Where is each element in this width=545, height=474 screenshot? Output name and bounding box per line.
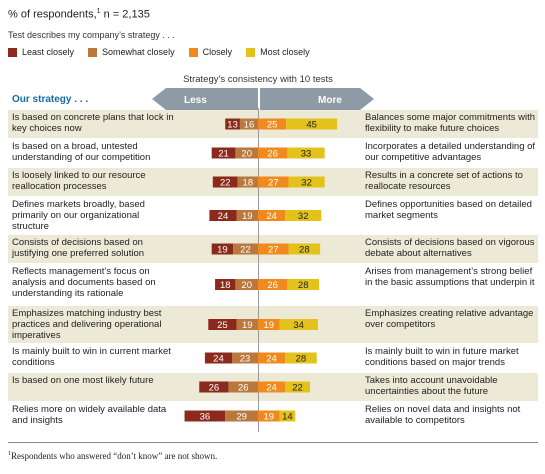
right-statement: Takes into account unavoidable uncertain… [365, 375, 498, 397]
right-statement: Results in a concrete set of actions to … [365, 170, 523, 192]
legend-label-least: Least closely [22, 47, 75, 57]
table-row: Is based on concrete plans that lock in … [8, 110, 538, 138]
legend-swatch-most [246, 47, 256, 57]
left-statement: Relies more on widely available data and… [12, 404, 167, 426]
right-statement: Consists of decisions based on vigorous … [365, 237, 535, 259]
strategy-label: Our strategy . . . [12, 94, 89, 105]
left-statement: Emphasizes matching industry best practi… [12, 308, 162, 341]
right-statement: Relies on novel data and insights not av… [365, 404, 521, 426]
left-statement: Defines markets broadly, based primarily… [12, 199, 145, 232]
respondents-sup: 1 [96, 8, 101, 15]
left-statement: Is based on one most likely future [12, 375, 154, 386]
right-statement: Is mainly built to win in future market … [365, 346, 519, 368]
legend-label-somewhat: Somewhat closely [102, 47, 175, 57]
legend-label-most: Most closely [260, 47, 310, 57]
right-statement: Incorporates a detailed understanding of… [365, 141, 536, 163]
table-row: Reflects management’s focus on analysis … [8, 264, 538, 305]
right-statement: Defines opportunities based on detailed … [365, 199, 532, 221]
left-statement: Is mainly built to win in current market… [12, 346, 171, 368]
legend-swatch-closely [188, 47, 198, 57]
footnote-sup: 1 [8, 451, 11, 457]
left-statement: Reflects management’s focus on analysis … [12, 266, 156, 299]
left-statement: Is based on concrete plans that lock in … [12, 112, 174, 134]
legend-item-most: Most closely [246, 47, 310, 57]
right-statement: Arises from management’s strong belief i… [365, 266, 535, 288]
center-divider [258, 108, 259, 432]
more-arrow [260, 88, 374, 110]
right-statement: Emphasizes creating relative advantage o… [365, 308, 534, 330]
consistency-title: Strategy’s consistency with 10 tests [183, 74, 333, 85]
footnote-divider [8, 442, 538, 443]
legend-swatch-least [8, 47, 17, 57]
left-statement: Is based on a broad, untested understand… [12, 141, 151, 163]
table-row: Emphasizes matching industry best practi… [8, 306, 538, 343]
legend-item-least: Least closely [8, 47, 74, 57]
footnote: 1Respondents who answered “don’t know” a… [8, 451, 217, 461]
legend-item-closely: Closely [188, 47, 233, 57]
legend-label-closely: Closely [202, 47, 233, 57]
less-arrow [152, 88, 258, 110]
table-row: Is mainly built to win in current market… [8, 344, 538, 372]
less-more-arrow: Less More [152, 88, 374, 110]
table-row: Relies more on widely available data and… [8, 402, 538, 430]
left-statement: Is loosely linked to our resource reallo… [12, 170, 146, 192]
test-caption: Test describes my company’s strategy . .… [8, 30, 175, 40]
table-row: Is based on one most likely future Takes … [8, 373, 538, 401]
respondents-suffix: n = 2,135 [100, 8, 150, 21]
footnote-text: Respondents who answered “don’t know” ar… [11, 451, 218, 461]
right-statement: Balances some major commitments with fle… [365, 112, 535, 134]
table-row: Consists of decisions based on justifyin… [8, 235, 538, 263]
table-row: Is loosely linked to our resource reallo… [8, 168, 538, 196]
table-row: Is based on a broad, untested understand… [8, 139, 538, 167]
more-label: More [318, 95, 342, 106]
less-label: Less [184, 95, 207, 106]
respondents-note: % of respondents,1 n = 2,135 [8, 8, 150, 21]
legend-swatch-somewhat [88, 47, 98, 57]
legend: Least closely Somewhat closely Closely M… [8, 47, 310, 57]
legend-item-somewhat: Somewhat closely [88, 47, 175, 57]
table-row: Defines markets broadly, based primarily… [8, 197, 538, 234]
left-statement: Consists of decisions based on justifyin… [12, 237, 145, 259]
respondents-prefix: % of respondents, [8, 8, 97, 21]
